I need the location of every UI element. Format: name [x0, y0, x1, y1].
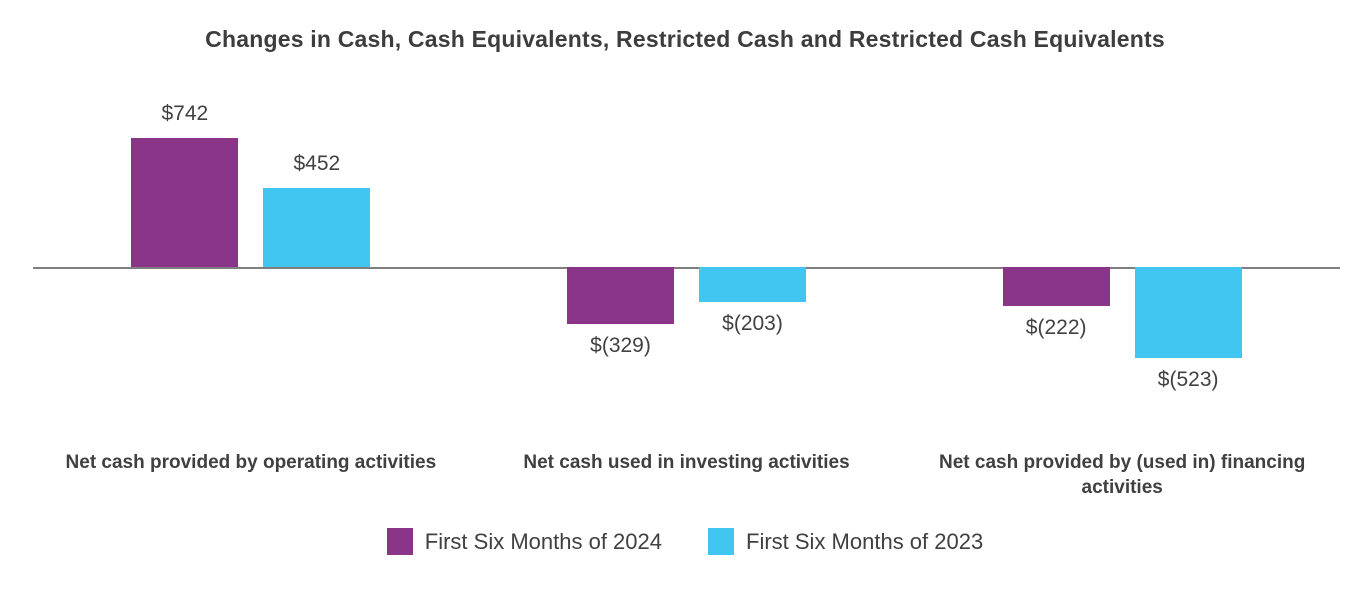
value-label: $(222): [1025, 315, 1087, 339]
legend-item-2024: First Six Months of 2024: [386, 528, 662, 555]
category-labels: Net cash provided by operating activitie…: [33, 450, 1340, 500]
value-label: $(523): [1157, 368, 1219, 391]
bar-2023-group1: [263, 188, 371, 267]
legend: First Six Months of 2024 First Six Months…: [0, 528, 1370, 555]
value-label: $452: [293, 152, 341, 176]
bar-2024-group2: [567, 267, 674, 325]
legend-swatch-2024: [386, 528, 413, 555]
legend-swatch-2023: [708, 528, 734, 555]
value-label: $(329): [590, 334, 651, 358]
bar-2023-group3: [1134, 267, 1242, 358]
bar-2024-group1: [131, 137, 239, 267]
legend-item-2023: First Six Months of 2023: [708, 528, 983, 555]
category-label-3: Net cash provided by (used in) financing…: [939, 452, 1306, 498]
bar-2024-group3: [1002, 267, 1110, 306]
value-label: $742: [161, 101, 209, 125]
category-label-1: Net cash provided by operating activitie…: [65, 452, 437, 473]
legend-label-2023: First Six Months of 2023: [746, 528, 984, 554]
bar-2023-group2: [699, 267, 806, 303]
value-label: $(203): [722, 312, 783, 336]
category-label-2: Net cash used in investing activities: [523, 452, 850, 473]
x-axis-line: [33, 267, 1340, 269]
plot-area: $742 $(329) $(222) $452 $(203) $(523): [33, 90, 1340, 430]
legend-label-2024: First Six Months of 2024: [424, 528, 662, 554]
chart-title: Changes in Cash, Cash Equivalents, Restr…: [205, 26, 1165, 52]
